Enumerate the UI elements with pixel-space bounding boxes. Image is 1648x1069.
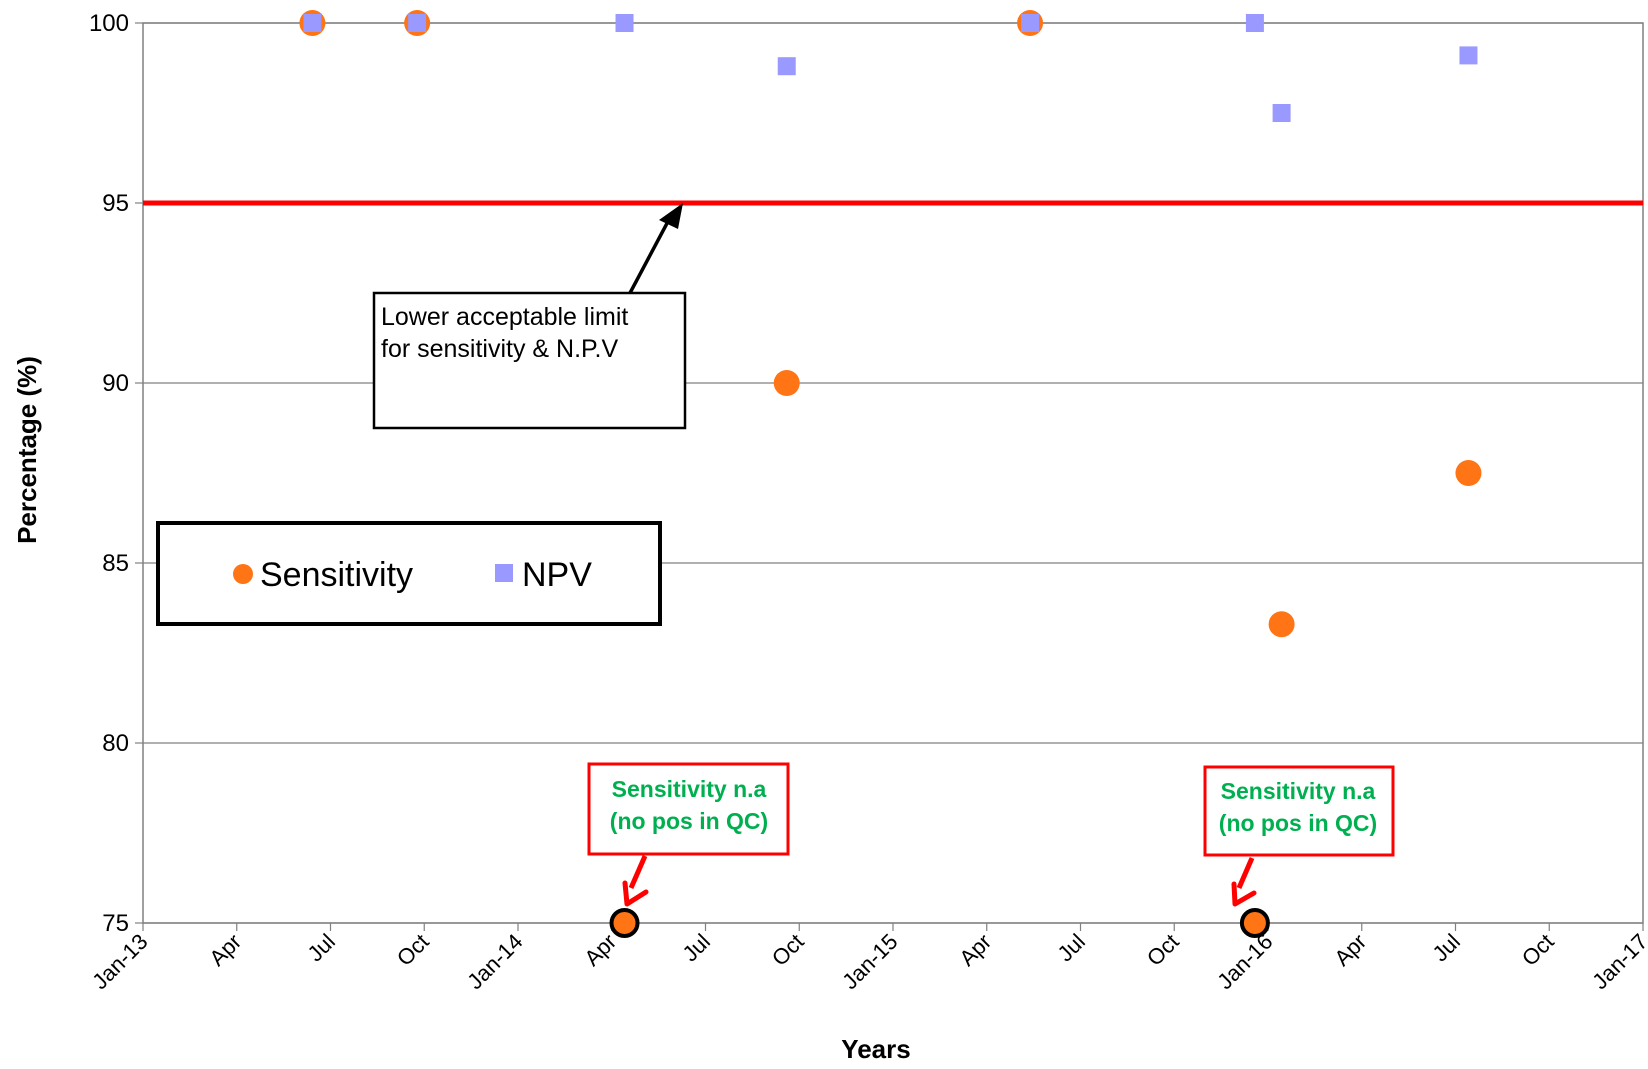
x-tick-label: Jul <box>677 929 715 967</box>
na-callout-1-line1: Sensitivity n.a <box>612 776 767 802</box>
legend-npv-label: NPV <box>522 556 592 594</box>
x-tick-label: Oct <box>1142 929 1184 971</box>
na-callout-2: Sensitivity n.a (no pos in QC) <box>1203 765 1395 907</box>
x-tick-label: Oct <box>392 929 434 971</box>
npv-point <box>1021 14 1040 32</box>
na-callout-1-line2: (no pos in QC) <box>610 808 768 834</box>
x-tick-label: Jan-15 <box>837 929 902 994</box>
x-tick-label: Jul <box>1427 929 1465 967</box>
sensitivity-point <box>1268 611 1295 638</box>
y-tick-label: 95 <box>102 190 129 217</box>
y-tick-label: 85 <box>102 550 129 577</box>
data-points <box>299 10 1482 938</box>
na-callout-1-arrow-shaft <box>628 854 648 890</box>
sensitivity-point <box>773 370 800 396</box>
x-tick-label: Apr <box>579 929 621 971</box>
x-tick-label: Jan-16 <box>1212 929 1277 994</box>
y-tick-label: 75 <box>102 910 129 937</box>
x-tick-label: Apr <box>1329 929 1371 971</box>
na-callout-2-arrow-head <box>1231 881 1257 907</box>
na-callout-1: Sensitivity n.a (no pos in QC) <box>587 762 790 907</box>
x-axis-tick-marks <box>142 923 1644 931</box>
plot-area <box>142 22 1644 924</box>
na-callout-2-line1: Sensitivity n.a <box>1221 778 1376 804</box>
na-callout-2-arrow-shaft <box>1236 857 1255 889</box>
legend: Sensitivity NPV <box>156 521 662 626</box>
legend-sensitivity-marker <box>233 564 253 584</box>
legend-npv-marker <box>495 564 513 582</box>
y-axis-title: Percentage (%) <box>12 356 42 544</box>
na-callout-1-box <box>587 762 790 856</box>
gridlines <box>143 22 1643 924</box>
limit-callout: Lower acceptable limit for sensitivity &… <box>372 203 687 430</box>
npv-point <box>1272 104 1291 122</box>
x-tick-label: Oct <box>1517 929 1559 971</box>
x-tick-label: Jul <box>1052 929 1090 967</box>
x-tick-label: Oct <box>767 929 809 971</box>
x-tick-label: Apr <box>954 929 996 971</box>
y-axis-ticks: 100 95 90 85 80 75 <box>89 10 143 937</box>
x-axis-ticks: Jan-13 Apr Jul Oct Jan-14 Apr Jul Oct Jan-15 Apr J… <box>87 929 1648 994</box>
na-callout-2-box <box>1203 765 1395 857</box>
sensitivity-point <box>1455 460 1482 486</box>
limit-callout-line2: for sensitivity & N.P.V <box>381 335 618 363</box>
x-tick-label: Jan-17 <box>1587 929 1648 994</box>
na-callout-1-arrow-head <box>622 880 649 907</box>
limit-callout-line1: Lower acceptable limit <box>381 303 628 331</box>
npv-point <box>777 57 796 76</box>
npv-point <box>615 14 634 32</box>
sensitivity-point <box>1239 908 1270 938</box>
x-tick-label: Jul <box>302 929 340 967</box>
sensitivity-point <box>609 908 640 938</box>
legend-sensitivity-label: Sensitivity <box>260 556 413 594</box>
y-tick-label: 90 <box>102 370 129 397</box>
npv-point <box>408 14 427 32</box>
npv-point <box>1245 14 1264 32</box>
limit-callout-arrow-shaft <box>628 211 675 294</box>
na-callout-2-line2: (no pos in QC) <box>1219 810 1377 836</box>
x-tick-label: Jan-14 <box>462 929 527 994</box>
limit-callout-arrow-head <box>659 203 683 229</box>
x-tick-label: Apr <box>204 929 246 971</box>
limit-callout-box <box>372 291 687 430</box>
npv-point <box>303 14 322 32</box>
y-tick-label: 80 <box>102 730 129 757</box>
x-axis-title: Years <box>841 1034 910 1064</box>
y-tick-label: 100 <box>89 10 129 37</box>
x-tick-label: Jan-13 <box>87 929 152 994</box>
npv-point <box>1459 46 1478 65</box>
